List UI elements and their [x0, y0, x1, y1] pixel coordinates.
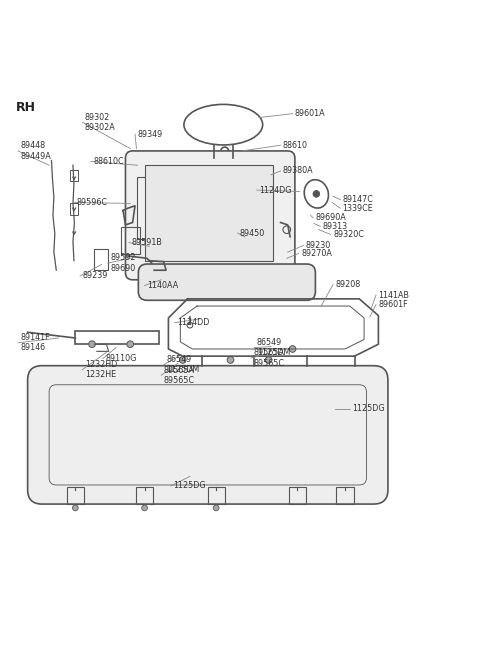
Bar [70, 170, 78, 181]
Text: 89690A: 89690A [315, 214, 346, 222]
Bar [137, 177, 183, 239]
Text: 89239: 89239 [83, 271, 108, 280]
Bar [75, 331, 159, 345]
Text: 1124DG: 1124DG [259, 185, 291, 195]
Text: 89565A
89565C: 89565A 89565C [164, 365, 195, 385]
Bar [136, 487, 153, 504]
FancyBboxPatch shape [28, 365, 388, 504]
Text: 89110G: 89110G [106, 354, 137, 363]
Text: 89230: 89230 [306, 241, 331, 250]
Text: 89208: 89208 [336, 280, 360, 289]
Text: 89380A: 89380A [283, 166, 313, 176]
Text: 89302
89302A: 89302 89302A [85, 113, 116, 132]
Text: 1124DD: 1124DD [177, 318, 209, 328]
Circle shape [180, 356, 186, 364]
Text: 1125DG: 1125DG [173, 481, 206, 491]
Circle shape [265, 356, 272, 364]
Text: 89601A: 89601A [295, 109, 325, 118]
Circle shape [213, 505, 219, 511]
Text: 1125DG: 1125DG [352, 404, 385, 413]
Text: 88610: 88610 [283, 141, 308, 150]
Text: 89270A: 89270A [301, 249, 332, 258]
Circle shape [289, 346, 296, 352]
Bar [207, 487, 225, 504]
Circle shape [313, 191, 320, 197]
Text: 86549
1125DM: 86549 1125DM [257, 338, 290, 357]
Circle shape [72, 505, 78, 511]
Text: 86549
1125DM: 86549 1125DM [166, 355, 199, 375]
Text: 89313: 89313 [323, 222, 348, 231]
Text: 89596C: 89596C [77, 198, 108, 207]
Text: 89147C: 89147C [343, 195, 373, 204]
Text: 89601F: 89601F [378, 300, 408, 309]
Text: 88610C: 88610C [93, 157, 124, 166]
Text: 89591B: 89591B [131, 238, 162, 247]
Bar [144, 165, 274, 261]
FancyBboxPatch shape [138, 264, 315, 300]
Bar [95, 249, 108, 271]
Text: RH: RH [16, 101, 36, 114]
Bar [336, 487, 354, 504]
Text: 89592
89690: 89592 89690 [110, 253, 136, 272]
Text: 1339CE: 1339CE [343, 204, 373, 213]
Text: 89565A
89565C: 89565A 89565C [253, 348, 284, 367]
Circle shape [142, 505, 147, 511]
Circle shape [227, 356, 234, 364]
Text: 89450: 89450 [240, 229, 265, 238]
Text: 89320C: 89320C [333, 230, 364, 239]
Bar [120, 227, 140, 253]
Text: 89349: 89349 [137, 130, 163, 139]
Text: 1140AA: 1140AA [147, 281, 178, 290]
Text: 1232HD
1232HE: 1232HD 1232HE [85, 360, 117, 379]
FancyBboxPatch shape [125, 151, 295, 280]
Text: 89141F
89146: 89141F 89146 [21, 333, 50, 352]
Text: 1141AB: 1141AB [378, 291, 409, 299]
Bar [70, 204, 78, 215]
Bar [67, 487, 84, 504]
Bar [288, 487, 306, 504]
Circle shape [89, 341, 96, 348]
Text: 89448
89449A: 89448 89449A [21, 141, 51, 160]
Circle shape [127, 341, 133, 348]
